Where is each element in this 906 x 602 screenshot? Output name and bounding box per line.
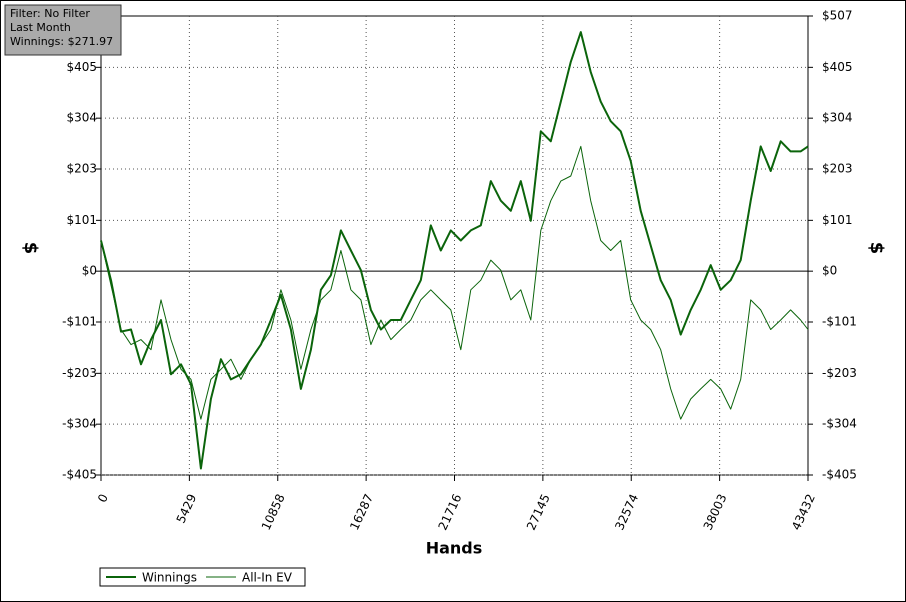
series-line <box>100 31 809 470</box>
y-tick-label: $0 <box>82 264 97 278</box>
y2-tick-label: $304 <box>822 111 853 125</box>
y-tick-label: $304 <box>66 111 97 125</box>
y2-tick-label: $203 <box>822 162 853 176</box>
y2-tick-label: -$203 <box>822 366 857 380</box>
series-line <box>100 145 809 420</box>
legend-label: Winnings <box>142 571 197 585</box>
info-line: Filter: No Filter <box>10 7 90 20</box>
y2-tick-label: -$101 <box>822 315 857 329</box>
y-tick-label: -$203 <box>62 366 97 380</box>
info-line: Last Month <box>10 21 71 34</box>
y-tick-label: $101 <box>66 213 97 227</box>
y2-tick-label: $101 <box>822 213 853 227</box>
y2-tick-label: $405 <box>822 60 853 74</box>
y-tick-label: -$405 <box>62 468 97 482</box>
y-tick-label: -$101 <box>62 315 97 329</box>
y-tick-label: $405 <box>66 60 97 74</box>
x-axis-label: Hands <box>426 539 483 558</box>
y-tick-label: $203 <box>66 162 97 176</box>
y2-tick-label: -$304 <box>822 417 857 431</box>
y2-axis-label: $ <box>866 242 887 255</box>
info-box <box>4 4 122 56</box>
y2-tick-label: $507 <box>822 9 853 23</box>
info-line: Winnings: $271.97 <box>10 35 113 48</box>
legend <box>99 567 306 587</box>
y2-tick-label: -$405 <box>822 468 857 482</box>
legend-label: All-In EV <box>242 571 293 585</box>
y-tick-label: -$304 <box>62 417 97 431</box>
y-axis-label: $ <box>20 242 41 255</box>
y2-tick-label: $0 <box>822 264 837 278</box>
